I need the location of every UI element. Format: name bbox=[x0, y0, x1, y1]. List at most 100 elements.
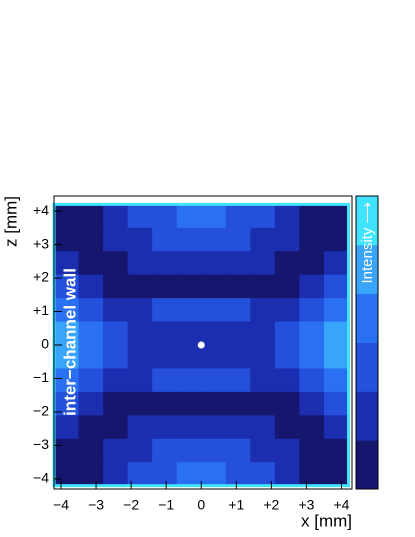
heatmap-cell bbox=[127, 345, 153, 369]
heatmap-cell bbox=[78, 298, 104, 323]
colorbar-band bbox=[356, 342, 378, 392]
heatmap-cell bbox=[274, 251, 300, 276]
heatmap-cell bbox=[299, 415, 325, 440]
heatmap-cell bbox=[127, 274, 153, 299]
heatmap-cell bbox=[299, 391, 325, 416]
heatmap-cell bbox=[225, 274, 251, 299]
heatmap-cell bbox=[176, 368, 202, 393]
heatmap-cell bbox=[78, 438, 104, 463]
y-tick-label: −1 bbox=[33, 369, 49, 385]
heatmap-cell bbox=[54, 204, 80, 229]
x-axis-label: x [mm] bbox=[301, 511, 352, 530]
heatmap-cell bbox=[152, 368, 178, 393]
heatmap-cell bbox=[54, 274, 80, 299]
heatmap-cell bbox=[103, 274, 129, 299]
heatmap-cell bbox=[299, 345, 325, 369]
heatmap-cell bbox=[103, 321, 129, 346]
heatmap-cell bbox=[201, 298, 227, 323]
heatmap-cell bbox=[201, 227, 227, 252]
heatmap-cell bbox=[54, 462, 80, 487]
heatmap-cell bbox=[323, 462, 349, 487]
plot-frame bbox=[53, 195, 353, 490]
heatmap-cell bbox=[152, 298, 178, 323]
heatmap-cell bbox=[250, 274, 276, 299]
heatmap-cell bbox=[225, 368, 251, 393]
heatmap-cell bbox=[274, 391, 300, 416]
heatmap-cell bbox=[274, 321, 300, 346]
heatmap-cell bbox=[250, 298, 276, 323]
x-tick-label: +3 bbox=[298, 497, 314, 513]
x-tick-label: −4 bbox=[53, 497, 69, 513]
y-tick-label: +2 bbox=[33, 269, 49, 285]
heatmap-cell bbox=[323, 391, 349, 416]
colorbar-band bbox=[356, 293, 378, 343]
x-tick-label: 0 bbox=[197, 497, 205, 513]
colorbar-band bbox=[356, 391, 378, 441]
heatmap-cell bbox=[127, 251, 153, 276]
heatmap-cell bbox=[103, 415, 129, 440]
colorbar-label: Intensity ⟶ bbox=[359, 202, 376, 284]
heatmap-cell bbox=[274, 298, 300, 323]
heatmap-cell bbox=[274, 438, 300, 463]
heatmap-cell bbox=[201, 462, 227, 487]
x-tick-label: −3 bbox=[88, 497, 104, 513]
heatmap-cell bbox=[201, 274, 227, 299]
heatmap-cell bbox=[78, 321, 104, 346]
wall-annotation: inter−channel wall bbox=[60, 268, 79, 416]
heatmap-cell bbox=[323, 438, 349, 463]
heatmap-cell bbox=[127, 462, 153, 487]
heatmap-cell bbox=[250, 368, 276, 393]
heatmap-cell bbox=[299, 462, 325, 487]
heatmap-cell bbox=[299, 368, 325, 393]
y-tick-label: +3 bbox=[33, 235, 49, 251]
heatmap-cell bbox=[299, 251, 325, 276]
heatmap-cell bbox=[78, 462, 104, 487]
heatmap-cell bbox=[201, 438, 227, 463]
heatmap-cell bbox=[176, 227, 202, 252]
colorbar-band bbox=[356, 244, 378, 295]
heatmap-cell bbox=[225, 415, 251, 440]
heatmap-cell bbox=[103, 227, 129, 252]
heatmap-cell bbox=[225, 391, 251, 416]
heatmap-cell bbox=[103, 298, 129, 323]
heatmap-cell bbox=[225, 438, 251, 463]
heatmap-cell bbox=[201, 415, 227, 440]
heatmap-cell bbox=[299, 274, 325, 299]
heatmap-cell bbox=[225, 345, 251, 369]
heatmap-cell bbox=[152, 415, 178, 440]
heatmap-cell bbox=[250, 227, 276, 252]
heatmap-cell bbox=[323, 251, 349, 276]
heatmap-cell bbox=[274, 462, 300, 487]
heatmap-cell bbox=[323, 298, 349, 323]
heatmap-cell bbox=[152, 438, 178, 463]
heatmap-cell bbox=[250, 204, 276, 229]
heatmap-cell bbox=[78, 204, 104, 229]
heatmap-cell bbox=[250, 321, 276, 346]
x-tick-label: −2 bbox=[123, 497, 139, 513]
heatmap-cell bbox=[250, 345, 276, 369]
y-axis-label: z [mm] bbox=[1, 196, 20, 247]
heatmap-cell bbox=[176, 321, 202, 346]
x-tick-label: +2 bbox=[263, 497, 279, 513]
heatmap-cell bbox=[78, 251, 104, 276]
heatmap-cell bbox=[274, 345, 300, 369]
y-tick-label: −3 bbox=[33, 436, 49, 452]
heatmap-cell bbox=[250, 391, 276, 416]
heatmap-cell bbox=[299, 298, 325, 323]
heatmap-cell bbox=[127, 227, 153, 252]
heatmap-cell bbox=[225, 251, 251, 276]
heatmap-cell bbox=[323, 368, 349, 393]
heatmap-cell bbox=[250, 415, 276, 440]
heatmap-cell bbox=[78, 368, 104, 393]
heatmap-cell bbox=[250, 251, 276, 276]
heatmap-cell bbox=[78, 345, 104, 369]
y-tick-label: −2 bbox=[33, 403, 49, 419]
heatmap-cell bbox=[152, 251, 178, 276]
colorbar-frame bbox=[355, 195, 379, 490]
heatmap-cell bbox=[274, 227, 300, 252]
colorbar-band bbox=[356, 440, 378, 490]
heatmap-cell bbox=[78, 274, 104, 299]
heatmap-cell bbox=[225, 321, 251, 346]
x-tick-label: −1 bbox=[158, 497, 174, 513]
